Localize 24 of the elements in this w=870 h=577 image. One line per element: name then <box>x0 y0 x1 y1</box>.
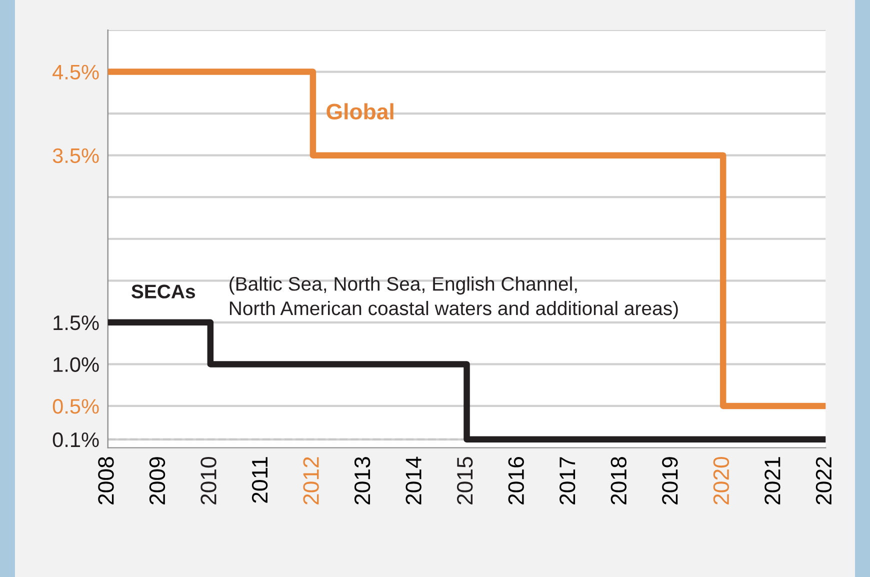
x-tick-label: 2011 <box>252 457 268 503</box>
series-label: SECAs <box>132 284 195 298</box>
x-tick-label: 2022 <box>816 457 832 504</box>
x-tick-label: 2021 <box>764 457 780 504</box>
x-tick-label: 2015 <box>456 457 473 504</box>
y-tick-label: 3.5% <box>52 148 99 164</box>
x-tick-label: 2008 <box>98 457 114 504</box>
x-tick-label: 2019 <box>662 457 678 504</box>
x-tick-label: 2016 <box>508 457 524 504</box>
x-tick-label: 2017 <box>560 457 576 504</box>
annotation: (Baltic Sea, North Sea, English Channel, North American coastal waters and additional areas) <box>230 276 678 320</box>
series-label: Global <box>326 103 394 120</box>
y-tick-label: 0.1% <box>52 432 99 448</box>
y-tick-label: 0.5% <box>52 398 99 414</box>
x-tick-label: 2012 <box>303 457 319 504</box>
y-tick-label: 4.5% <box>52 64 99 80</box>
y-tick-label: 1.0% <box>54 357 99 372</box>
x-tick-label: 2018 <box>610 457 627 504</box>
y-tick-label: 1.5% <box>54 316 99 330</box>
x-tick-label: 2010 <box>200 456 216 504</box>
x-tick-label: 2020 <box>713 456 730 504</box>
x-tick-label: 2009 <box>149 457 166 504</box>
x-tick-label: 2014 <box>406 456 422 504</box>
x-tick-label: 2013 <box>354 457 370 504</box>
